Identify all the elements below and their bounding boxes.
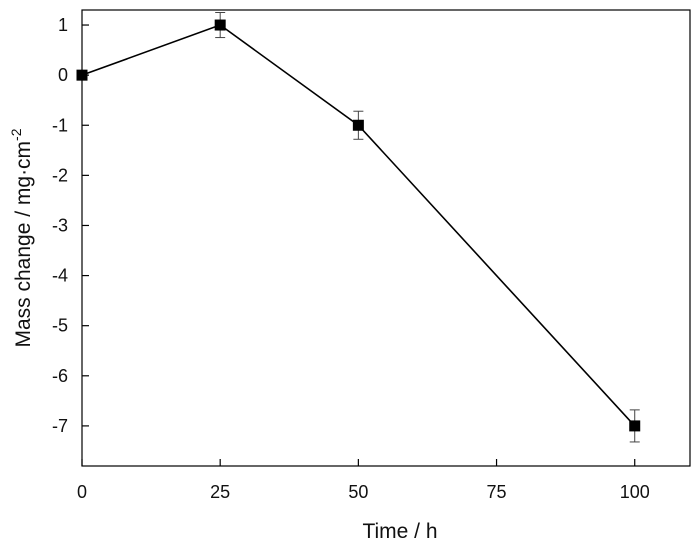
y-tick-label: -5 (52, 316, 68, 336)
y-axis-ticks: 1 0 -1 -2 -3 -4 -5 -6 -7 (52, 15, 89, 436)
x-tick-label: 0 (77, 482, 87, 502)
y-tick-label: -6 (52, 366, 68, 386)
x-tick-label: 100 (620, 482, 650, 502)
series-line (81, 24, 636, 427)
data-point (76, 69, 88, 81)
series-layer (76, 12, 641, 443)
data-point (629, 420, 641, 432)
y-tick-label: 1 (58, 15, 68, 35)
y-axis-title-main: Mass change / mg·cm (12, 141, 35, 348)
y-tick-label: 0 (58, 65, 68, 85)
y-tick-label: -7 (52, 416, 68, 436)
y-tick-label: -4 (52, 266, 68, 286)
y-axis-title: Mass change / mg·cm-2 (8, 128, 35, 347)
plot-frame (81, 9, 691, 467)
data-point (352, 119, 364, 131)
y-axis-title-superscript: -2 (8, 128, 24, 141)
data-point (214, 19, 226, 31)
x-tick-label: 75 (487, 482, 507, 502)
x-tick-label: 25 (210, 482, 230, 502)
y-tick-label: -2 (52, 165, 68, 185)
x-tick-label: 50 (348, 482, 368, 502)
y-tick-label: -3 (52, 215, 68, 235)
x-axis-title: Time / h (362, 520, 437, 543)
y-tick-label: -1 (52, 115, 68, 135)
x-axis-ticks: 0 25 50 75 100 (77, 459, 650, 502)
